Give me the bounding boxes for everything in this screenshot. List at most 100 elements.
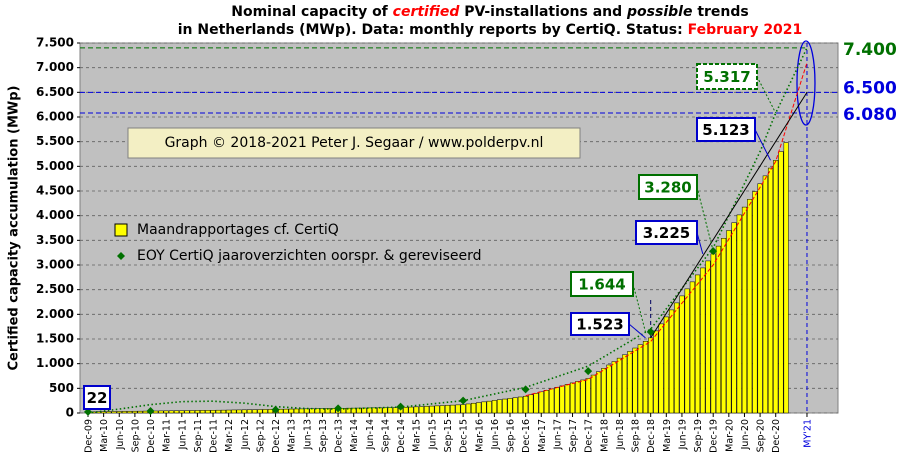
x-tick-label: Sep-10 [130, 419, 141, 452]
annotation-label: 1.644 [578, 276, 625, 294]
trend-line [87, 47, 808, 414]
x-tick-label: Sep-18 [631, 419, 642, 452]
annotation-arrow [628, 323, 646, 339]
y-tick-label: 7.500 [36, 36, 74, 50]
bar [226, 409, 232, 414]
bar [121, 411, 128, 414]
eoy-point [521, 385, 530, 394]
x-tick-label: Jun-17 [552, 419, 563, 450]
x-tick-label: Dec-12 [271, 419, 282, 453]
x-tick-label: MY'21 [802, 419, 813, 448]
title-part: trends [692, 4, 748, 20]
focus-ellipse [796, 40, 816, 126]
bar [658, 323, 664, 414]
y-tick-label: 4.000 [36, 208, 74, 222]
bar [460, 404, 466, 414]
bar [507, 398, 513, 414]
bar [455, 404, 461, 414]
y-tick-label: 1.500 [36, 332, 74, 346]
x-tick-label: Sep-17 [568, 419, 579, 452]
x-tick-label: Dec-17 [584, 419, 595, 453]
title-line-1: Nominal capacity of certified PV-install… [231, 4, 749, 20]
title-part: PV-installations and [459, 4, 627, 20]
bar [736, 214, 742, 414]
bar [137, 410, 143, 414]
bar [554, 387, 560, 414]
bar [637, 344, 643, 414]
eoy-point [396, 402, 405, 411]
bar [575, 381, 581, 414]
bar [689, 281, 695, 414]
bar [366, 407, 372, 414]
title-part: certified [393, 4, 461, 20]
bar [663, 316, 669, 414]
legend-swatch [117, 252, 125, 260]
y-tick-label: 5.000 [36, 159, 74, 173]
bar [189, 410, 195, 414]
bar [288, 408, 294, 414]
bar [668, 309, 675, 414]
bar [476, 402, 482, 414]
bar [111, 411, 117, 414]
bar [590, 374, 596, 414]
y-tick-label: 1.000 [36, 356, 74, 370]
bar [168, 410, 174, 414]
x-tick-label: Jun-13 [302, 419, 313, 450]
x-tick-label: Mar-18 [599, 419, 610, 452]
y-tick-label: 5.500 [36, 134, 74, 148]
bar [710, 253, 716, 414]
x-tick-label: Jun-12 [240, 419, 251, 450]
bar [747, 199, 753, 414]
bar [345, 407, 352, 414]
bar [444, 405, 451, 414]
annotation-label: 3.280 [644, 179, 691, 197]
eoy-point [334, 404, 343, 413]
x-tick-label: Mar-13 [287, 419, 298, 452]
x-tick-label: Jun-19 [677, 419, 688, 450]
bar [429, 405, 435, 414]
bar [283, 408, 289, 414]
x-tick-label: Sep-12 [255, 419, 266, 452]
x-tick-label: Jun-10 [115, 419, 126, 450]
bar [622, 354, 628, 414]
bar [184, 410, 190, 414]
bar [372, 407, 378, 414]
title-part: possible [626, 4, 692, 20]
x-tick-label: Jun-14 [365, 419, 376, 450]
trend-line [525, 62, 808, 397]
bar [679, 295, 685, 414]
bar [179, 410, 185, 414]
bar [319, 408, 325, 414]
annotation-label: 1.523 [576, 316, 623, 334]
bar [236, 409, 242, 414]
bar [215, 409, 221, 414]
bar [241, 409, 247, 414]
bar [773, 160, 779, 414]
x-tick-label: Sep-19 [693, 419, 704, 452]
x-tick-label: Dec-10 [146, 419, 157, 453]
bar [163, 410, 169, 414]
bar [611, 361, 617, 414]
annotation-arrow [756, 76, 777, 114]
copyright-box [127, 127, 581, 159]
legend-label: EOY CertiQ jaaroverzichten oorspr. & ger… [137, 248, 482, 264]
bar [616, 357, 622, 414]
bar [778, 151, 784, 414]
bar [517, 396, 523, 414]
bar [543, 390, 550, 414]
legend-swatch [114, 223, 128, 237]
reference-label: 7.400 [843, 40, 897, 60]
eoy-point [646, 327, 655, 336]
bar [741, 206, 748, 414]
bar [653, 330, 659, 414]
annotation-arrow [754, 129, 771, 161]
x-tick-label: Jun-16 [490, 419, 501, 450]
bar [403, 407, 409, 414]
bar [648, 337, 654, 414]
bar [246, 409, 253, 414]
x-tick-label: Dec-18 [646, 419, 657, 453]
y-tick-label: 3.500 [36, 233, 74, 247]
bar [278, 408, 284, 414]
title-part: Nominal capacity of [231, 4, 392, 20]
bar [580, 379, 586, 414]
